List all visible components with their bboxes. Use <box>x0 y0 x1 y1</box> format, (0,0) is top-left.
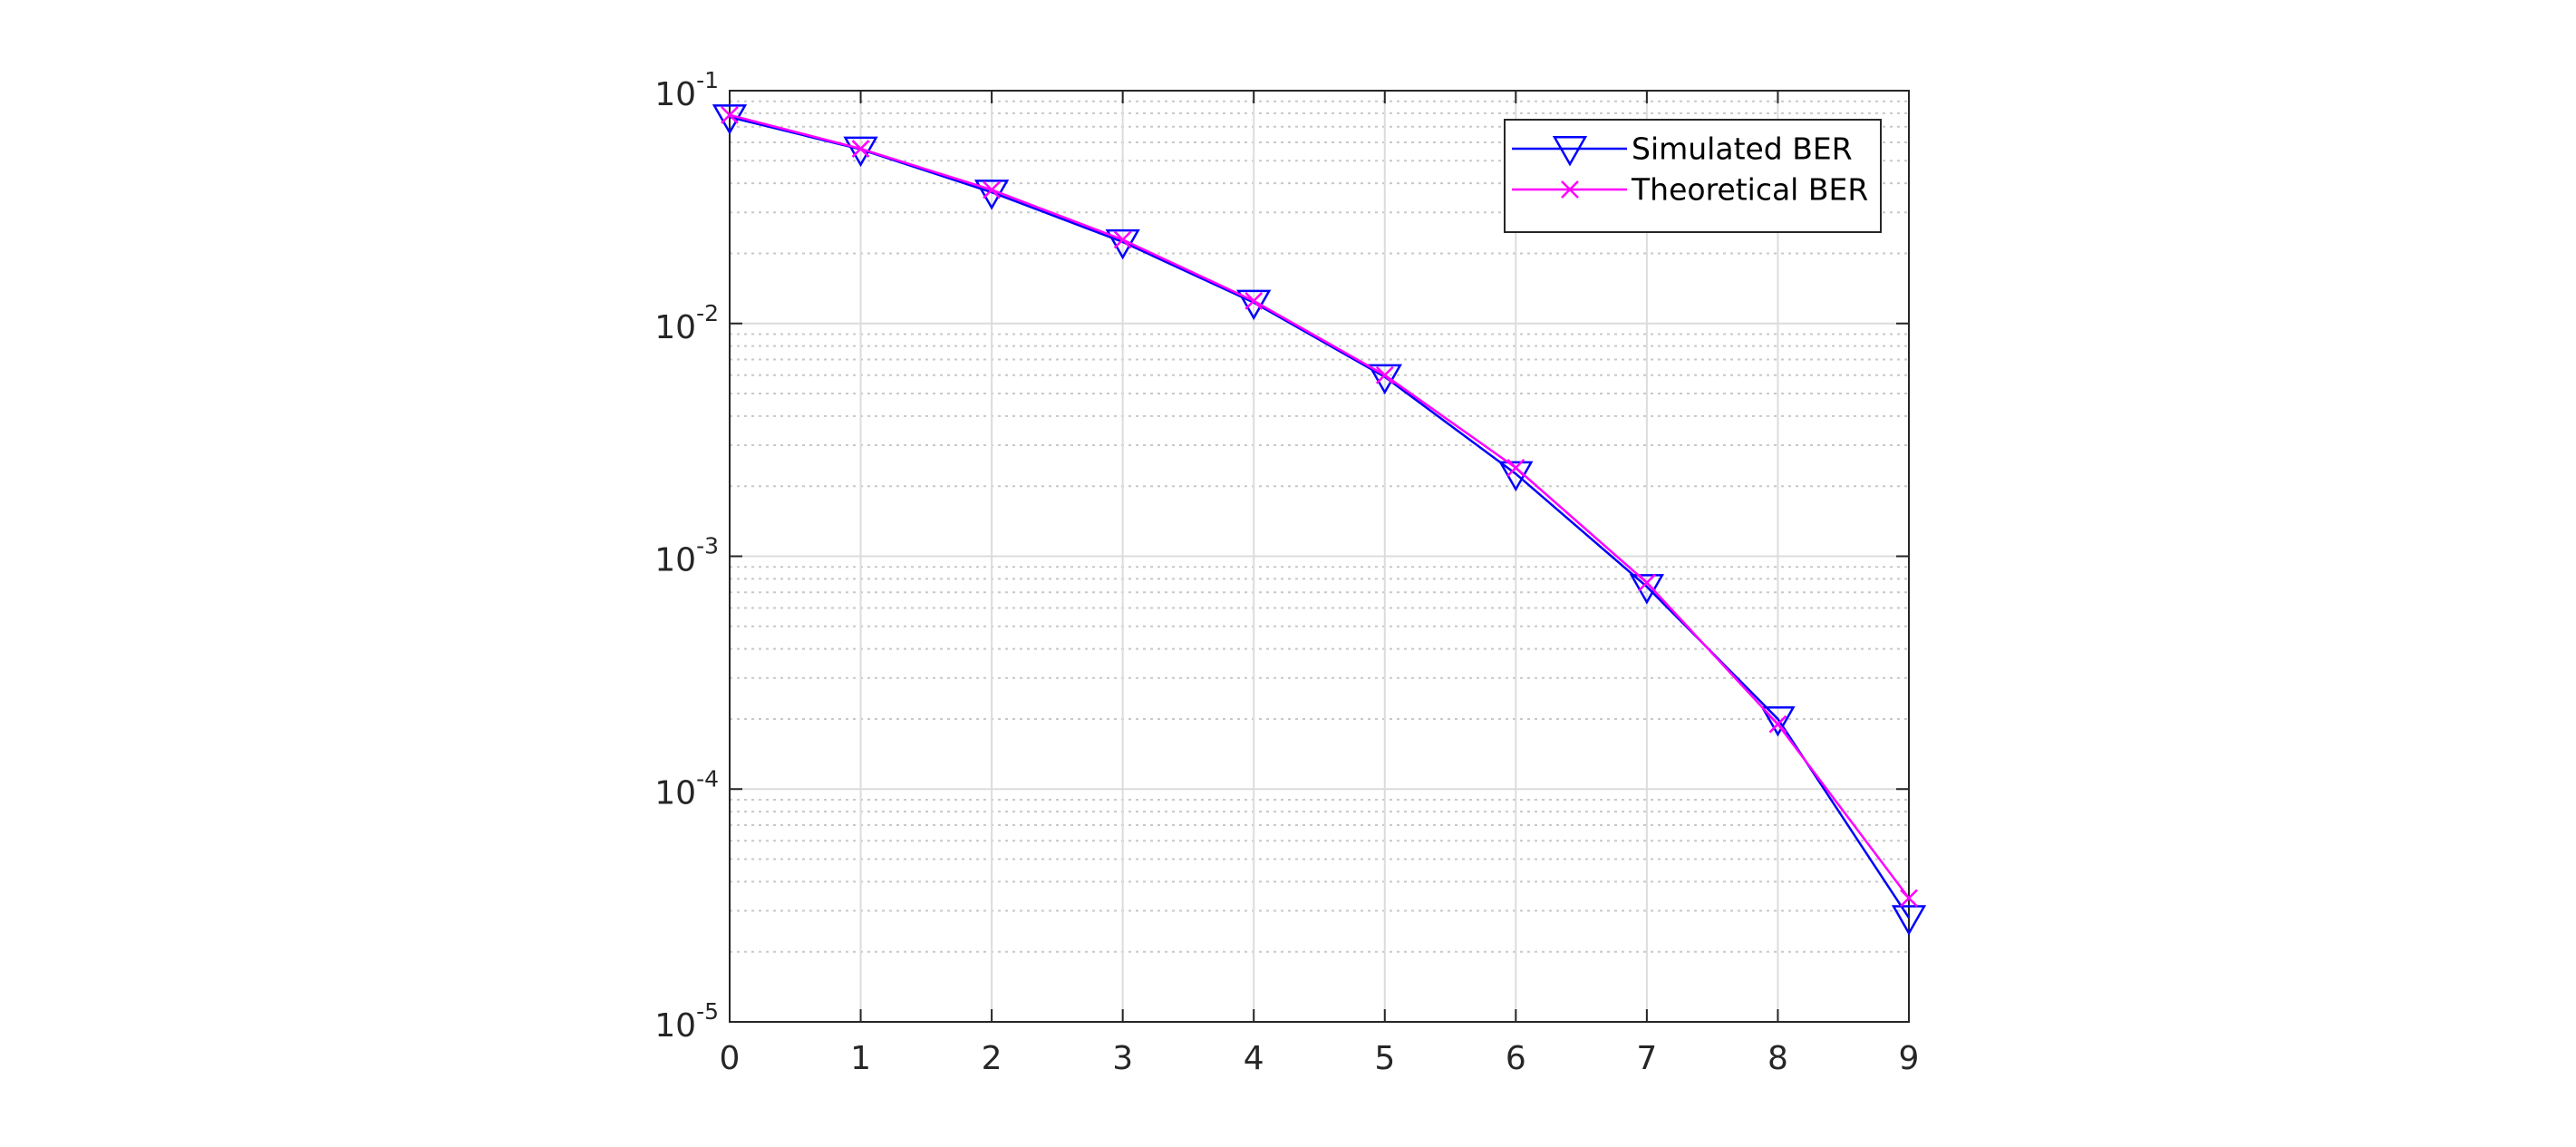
x-tick-label: 7 <box>1636 1040 1657 1077</box>
series-line <box>729 115 1911 919</box>
data-point <box>1638 573 1656 592</box>
x-tick-label: 3 <box>1112 1040 1133 1077</box>
data-point <box>1506 458 1525 477</box>
data-point <box>1900 889 1918 908</box>
data-point <box>1891 905 1927 936</box>
y-tick-base: 10 <box>654 542 696 579</box>
y-tick-base: 10 <box>654 1007 696 1045</box>
y-tick-base: 10 <box>654 774 696 812</box>
x-tick-label: 6 <box>1506 1040 1526 1077</box>
y-tick-label: 10-1 <box>654 67 719 113</box>
y-tick-label: 10-5 <box>654 998 719 1045</box>
y-tick-exponent: -3 <box>696 533 719 559</box>
data-point <box>1629 574 1665 605</box>
data-point <box>1768 714 1787 734</box>
legend-marker <box>1552 136 1588 167</box>
series-line <box>729 113 1910 899</box>
data-point <box>1113 230 1132 249</box>
data-point <box>1760 705 1796 737</box>
y-tick-base: 10 <box>654 309 696 346</box>
legend-label: Theoretical BER <box>1631 172 1868 208</box>
y-tick-label: 10-3 <box>654 533 719 579</box>
x-tick-label: 2 <box>982 1040 1002 1077</box>
y-tick-exponent: -1 <box>696 67 719 93</box>
data-point <box>983 180 1001 199</box>
legend-box <box>1504 119 1882 233</box>
legend-marker <box>1561 180 1579 199</box>
y-tick-label: 10-2 <box>654 300 719 346</box>
x-tick-label: 9 <box>1899 1040 1920 1077</box>
axes-box <box>729 90 1910 1023</box>
x-tick-label: 5 <box>1374 1040 1395 1077</box>
x-tick-label: 8 <box>1767 1040 1788 1077</box>
data-point <box>721 105 739 124</box>
legend-label: Simulated BER <box>1632 131 1853 167</box>
data-point <box>712 104 748 135</box>
data-point <box>973 180 1010 210</box>
y-tick-base: 10 <box>654 76 696 113</box>
data-point <box>1367 364 1402 395</box>
data-point <box>1244 291 1264 310</box>
x-tick-label: 4 <box>1244 1040 1264 1077</box>
y-tick-label: 10-4 <box>654 765 719 812</box>
data-point <box>1375 365 1394 384</box>
y-tick-exponent: -4 <box>696 765 719 792</box>
y-tick-exponent: -2 <box>696 300 719 326</box>
y-tick-exponent: -5 <box>696 998 719 1025</box>
data-point <box>851 140 870 158</box>
x-tick-label: 1 <box>850 1040 871 1077</box>
x-tick-label: 0 <box>720 1040 741 1077</box>
